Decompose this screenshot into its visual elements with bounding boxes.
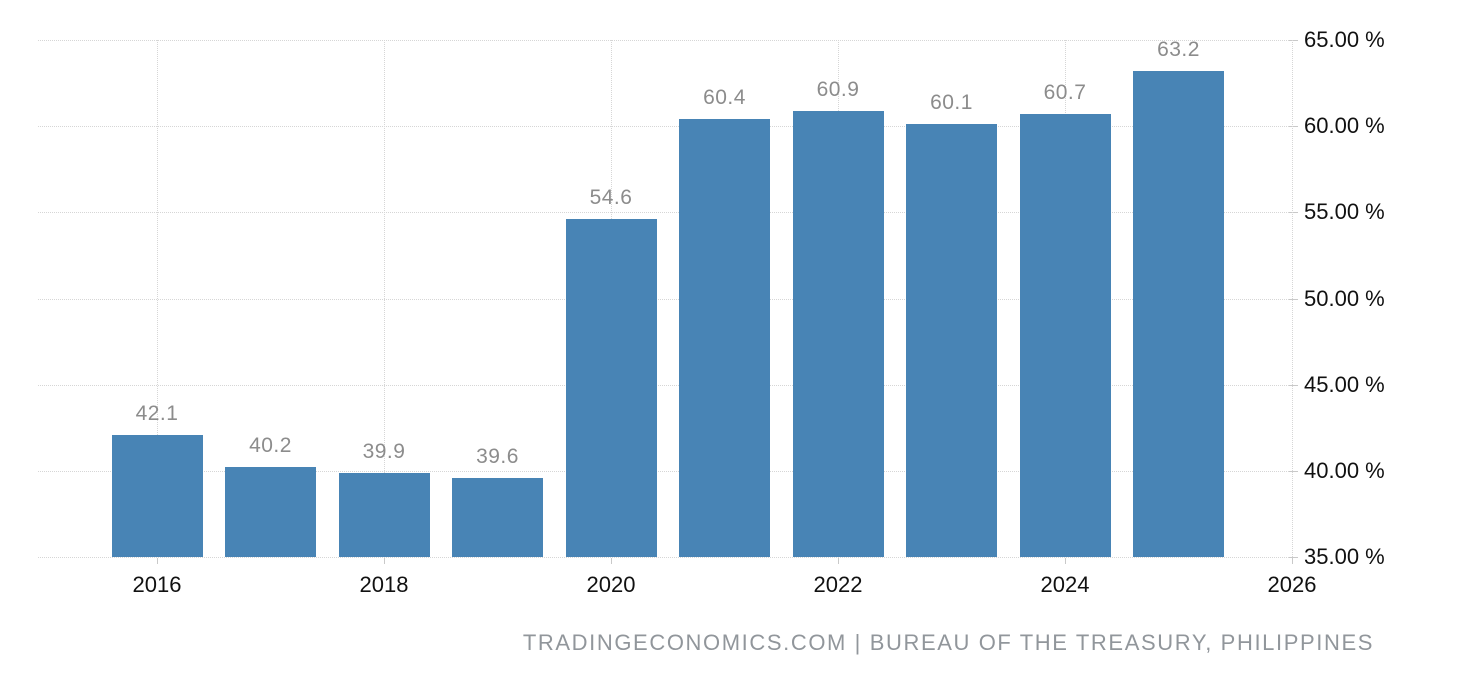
x-axis-tick bbox=[611, 558, 612, 564]
x-axis-label: 2016 bbox=[132, 572, 182, 597]
y-gridline bbox=[38, 126, 1293, 128]
bar-value-label: 42.1 bbox=[135, 401, 179, 425]
bar-value-label: 60.7 bbox=[1043, 81, 1087, 105]
x-axis-tick bbox=[1292, 558, 1293, 564]
bar-value-label: 40.2 bbox=[249, 434, 292, 458]
x-axis-tick bbox=[1065, 558, 1066, 564]
y-axis-label: 55.00 % bbox=[1304, 199, 1385, 225]
y-gridline bbox=[38, 212, 1293, 214]
y-axis-label: 40.00 % bbox=[1304, 457, 1385, 483]
x-axis-tick bbox=[384, 558, 385, 564]
y-axis-tick bbox=[1289, 470, 1298, 472]
x-axis-label: 2024 bbox=[1040, 572, 1090, 597]
bar-2018[interactable] bbox=[338, 472, 430, 557]
y-axis-tick bbox=[1289, 298, 1298, 300]
y-axis-tick bbox=[1289, 384, 1298, 386]
x-axis-label: 2020 bbox=[586, 572, 636, 597]
bar-2021[interactable] bbox=[679, 119, 770, 557]
x-gridline bbox=[1292, 40, 1293, 557]
attribution-text: TRADINGECONOMICS.COM | BUREAU OF THE TRE… bbox=[522, 630, 1374, 655]
bar-value-label: 60.9 bbox=[816, 77, 860, 101]
y-axis-label: 65.00 % bbox=[1304, 27, 1385, 52]
x-axis-tick bbox=[838, 558, 839, 564]
x-axis-tick bbox=[157, 558, 158, 564]
bar-2016[interactable] bbox=[111, 434, 203, 557]
bar-2020[interactable] bbox=[565, 219, 657, 557]
y-gridline bbox=[38, 40, 1293, 41]
y-axis-label: 45.00 % bbox=[1304, 371, 1385, 397]
x-axis-label: 2022 bbox=[813, 572, 863, 597]
bar-value-label: 63.2 bbox=[1157, 38, 1200, 62]
bar-value-label: 39.9 bbox=[362, 439, 406, 463]
x-gridline bbox=[157, 40, 158, 557]
x-axis-label: 2018 bbox=[359, 572, 409, 597]
y-axis-tick bbox=[1289, 126, 1298, 128]
y-gridline bbox=[38, 298, 1293, 300]
y-axis-tick bbox=[1289, 40, 1298, 41]
bar-value-label: 39.6 bbox=[476, 444, 519, 468]
bar-2023[interactable] bbox=[906, 124, 997, 557]
y-axis-tick bbox=[1289, 212, 1298, 214]
bar-2022[interactable] bbox=[792, 110, 884, 557]
y-axis-label: 50.00 % bbox=[1304, 285, 1385, 311]
bar-2017[interactable] bbox=[225, 467, 316, 557]
bar-2024[interactable] bbox=[1019, 114, 1111, 557]
x-axis-label: 2026 bbox=[1267, 572, 1317, 597]
y-gridline bbox=[38, 384, 1293, 386]
y-axis-label: 60.00 % bbox=[1304, 113, 1385, 139]
bar-value-label: 60.4 bbox=[703, 86, 746, 110]
y-gridline bbox=[38, 470, 1293, 472]
bar-value-label: 54.6 bbox=[589, 186, 633, 210]
bar-value-label: 60.1 bbox=[930, 91, 973, 115]
bar-2025[interactable] bbox=[1133, 71, 1224, 557]
y-axis-label: 35.00 % bbox=[1304, 544, 1385, 569]
x-gridline bbox=[384, 40, 385, 557]
y-axis-tick bbox=[1289, 557, 1298, 558]
y-gridline bbox=[38, 557, 1293, 558]
bar-2019[interactable] bbox=[452, 477, 543, 557]
